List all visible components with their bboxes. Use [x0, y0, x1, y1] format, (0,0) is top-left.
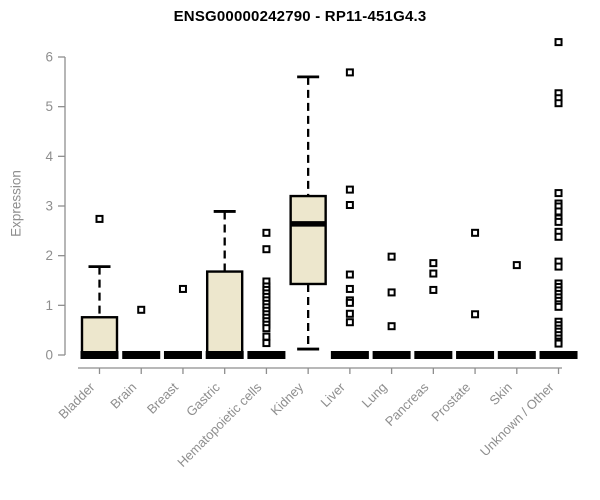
outlier-point [345, 270, 354, 279]
x-category-label: Prostate [428, 380, 473, 425]
x-category-label: Bladder [55, 379, 98, 422]
outlier-point [262, 228, 271, 237]
outlier-point [345, 298, 354, 307]
outlier-point [387, 252, 396, 261]
x-category-label: Liver [317, 379, 348, 410]
outlier-point [554, 232, 563, 241]
outlier-point [262, 324, 271, 333]
outlier-point [429, 259, 438, 268]
outlier-point [554, 217, 563, 226]
x-category-label: Brain [107, 380, 139, 412]
outlier-point [554, 302, 563, 311]
outlier-point [345, 185, 354, 194]
outlier-point [262, 332, 271, 341]
zero-median-bar [414, 351, 453, 359]
y-tick-label: 5 [45, 99, 53, 114]
zero-median-bar [205, 351, 244, 359]
outlier-point [554, 38, 563, 47]
x-category-label: Pancreas [382, 379, 432, 429]
outlier-point [554, 99, 563, 108]
zero-median-bar [372, 351, 411, 359]
zero-median-bar [539, 351, 578, 359]
x-category-label: Lung [359, 380, 390, 411]
y-tick-label: 2 [45, 248, 53, 263]
y-tick-label: 4 [45, 149, 53, 164]
outlier-point [262, 245, 271, 254]
x-category-label: Breast [144, 379, 181, 416]
x-category-label: Skin [486, 380, 514, 408]
outlier-point [345, 309, 354, 318]
x-category-label: Unknown / Other [477, 379, 557, 459]
iqr-box [289, 194, 327, 286]
outlier-point [554, 262, 563, 271]
zero-median-bar [122, 351, 161, 359]
outlier-point [471, 310, 480, 319]
outlier-point [95, 214, 104, 223]
outlier-point [429, 269, 438, 278]
outlier-point [178, 284, 187, 293]
outlier-point [387, 288, 396, 297]
y-tick-label: 1 [45, 298, 53, 313]
outlier-point [262, 339, 271, 348]
outlier-point [554, 189, 563, 198]
y-tick-label: 0 [45, 348, 53, 363]
outlier-point [345, 68, 354, 77]
outlier-point [471, 228, 480, 237]
zero-median-bar [247, 351, 286, 359]
x-category-label: Kidney [268, 379, 307, 418]
y-tick-label: 3 [45, 198, 53, 213]
zero-median-bar [80, 351, 119, 359]
outlier-point [137, 305, 146, 314]
zero-median-bar [497, 351, 536, 359]
iqr-box [205, 270, 244, 357]
zero-median-bar [330, 351, 369, 359]
outlier-point [387, 322, 396, 331]
zero-median-bar [163, 351, 202, 359]
iqr-box [80, 316, 119, 357]
outlier-point [345, 284, 354, 293]
y-axis-title: Expression [8, 170, 24, 237]
outlier-point [554, 207, 563, 216]
zero-median-bar [456, 351, 495, 359]
outlier-point [554, 339, 563, 348]
chart-title: ENSG00000242790 - RP11-451G4.3 [173, 8, 427, 25]
x-category-label: Gastric [183, 379, 223, 419]
outlier-point [512, 261, 521, 270]
y-tick-label: 6 [45, 49, 53, 64]
outlier-point [345, 201, 354, 210]
outlier-point [429, 285, 438, 294]
outlier-point [345, 318, 354, 327]
